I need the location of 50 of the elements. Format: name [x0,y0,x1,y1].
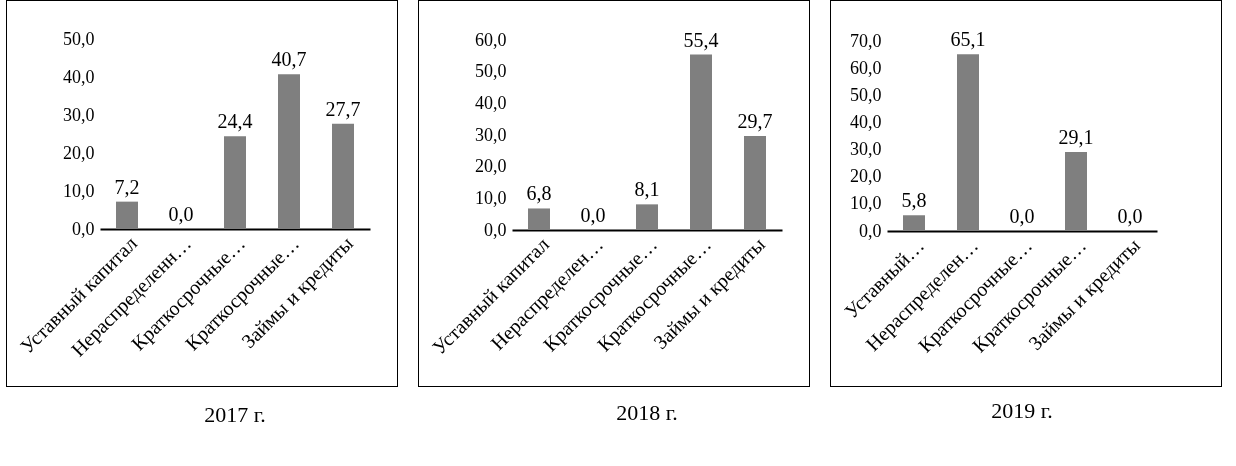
text: 2017 г. [204,402,266,428]
data-label: 65,1 [950,28,986,51]
y-tick-label: 30,0 [63,104,95,125]
bar [278,74,300,229]
data-label: 6,8 [526,182,552,205]
y-tick-label: 50,0 [850,84,882,105]
y-tick-label: 0,0 [859,220,882,241]
y-tick-label: 60,0 [475,29,507,50]
y-tick-label: 50,0 [63,28,95,49]
data-label: 29,1 [1058,126,1094,149]
y-tick-label: 30,0 [850,139,882,160]
y-tick-label: 10,0 [850,193,882,214]
y-tick-label: 0,0 [484,219,507,240]
data-label: 40,7 [271,48,307,71]
data-label: 0,0 [168,203,194,225]
y-tick-label: 10,0 [63,180,95,201]
data-label: 8,1 [634,178,660,201]
text: 2019 г. [991,397,1053,423]
y-tick-label: 0,0 [72,218,95,239]
y-tick-label: 60,0 [850,57,882,78]
bar [116,201,138,229]
bar [1065,152,1087,231]
bar [744,135,766,230]
bar [528,208,550,230]
bar [957,54,979,231]
y-tick-label: 40,0 [850,111,882,132]
y-tick-label: 50,0 [475,61,507,82]
data-label: 0,0 [580,204,606,226]
data-label: 55,4 [683,28,719,51]
y-tick-label: 70,0 [850,30,882,51]
y-tick-label: 20,0 [63,142,95,163]
data-label: 0,0 [1009,205,1035,227]
data-label: 5,8 [901,189,927,212]
bar [224,136,246,229]
bar [690,54,712,230]
y-tick-label: 10,0 [475,187,507,208]
y-tick-label: 30,0 [475,124,507,145]
data-label: 0,0 [1117,205,1143,227]
data-label: 29,7 [737,109,773,132]
text: 2018 г. [616,399,678,425]
data-label: 27,7 [325,97,361,120]
y-tick-label: 40,0 [63,66,95,87]
bar [332,123,354,229]
data-label: 7,2 [114,175,140,198]
bar [636,204,658,230]
data-label: 24,4 [217,110,253,133]
bar [903,215,925,231]
y-tick-label: 40,0 [475,92,507,113]
y-tick-label: 20,0 [850,166,882,187]
y-tick-label: 20,0 [475,156,507,177]
